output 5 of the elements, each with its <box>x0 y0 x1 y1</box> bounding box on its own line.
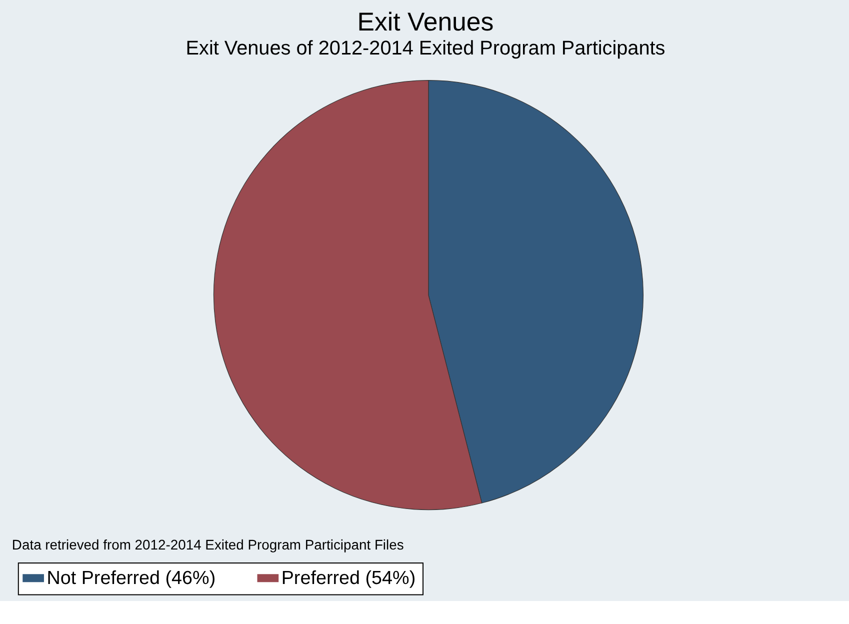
text: Data retrieved from 2012-2014 Exited Program Participant Files <box>12 536 404 553</box>
legend-label: Preferred (54%) <box>281 568 416 590</box>
legend-label: Not Preferred (46%) <box>46 568 216 590</box>
chart-subtitle: Exit Venues of 2012-2014 Exited Program Participants <box>186 37 666 60</box>
chart-title: Exit Venues <box>357 8 494 37</box>
